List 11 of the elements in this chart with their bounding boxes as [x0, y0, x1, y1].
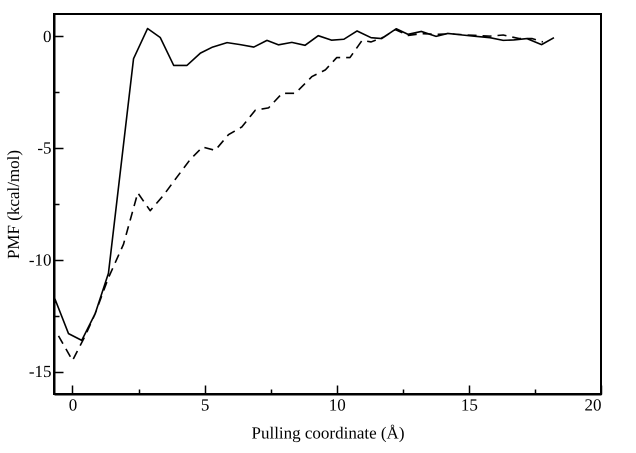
x-tick-label: 15 — [460, 396, 478, 414]
y-tick-label: 0 — [43, 26, 52, 46]
y-tick-label: -15 — [28, 362, 52, 382]
x-axis-title: Pulling coordinate (Å) — [252, 424, 404, 442]
x-tick-label: 0 — [68, 396, 78, 414]
x-tick-label: 20 — [584, 396, 602, 414]
y-axis-title: PMF (kcal/mol) — [4, 150, 23, 260]
y-tick-label: -10 — [28, 250, 52, 270]
x-tick-label: 5 — [200, 396, 210, 414]
x-tick-label: 10 — [328, 396, 346, 414]
y-tick-label: -5 — [37, 138, 52, 158]
